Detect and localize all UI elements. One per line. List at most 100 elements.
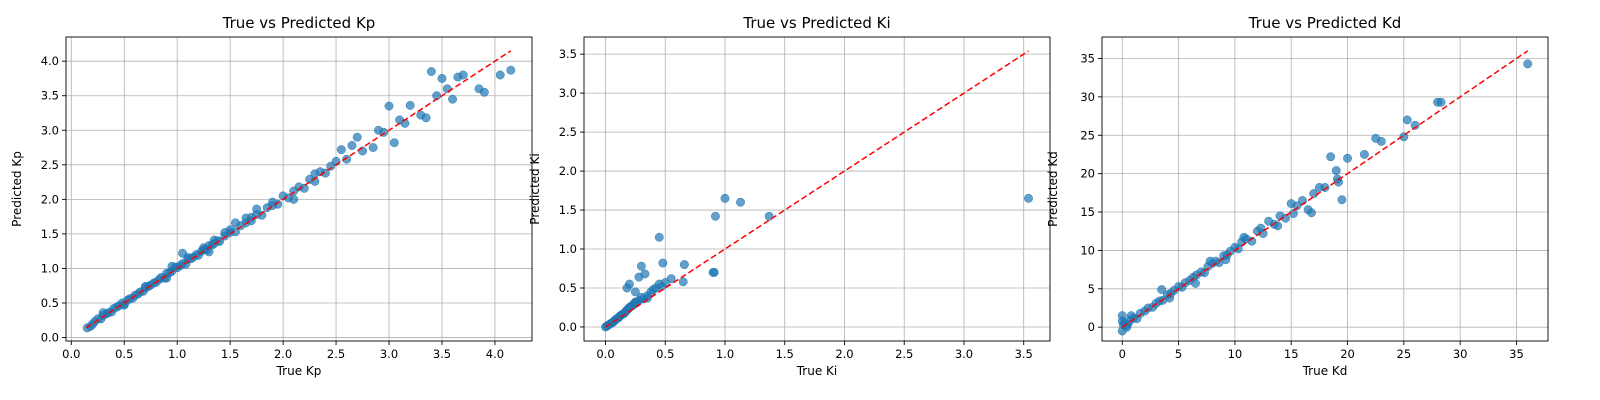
x-axis-label: True Ki <box>796 364 838 378</box>
data-point <box>1326 152 1336 162</box>
x-tick-label: 30 <box>1453 347 1468 361</box>
chart-title: True vs Predicted Kp <box>222 14 376 32</box>
data-point <box>1359 150 1369 159</box>
x-tick-label: 0.5 <box>115 347 133 361</box>
data-point <box>1402 115 1412 125</box>
data-point <box>347 141 357 150</box>
y-tick-label: 1.0 <box>41 261 59 275</box>
y-tick-label: 5 <box>1088 282 1095 296</box>
x-tick-label: 0.0 <box>62 347 80 361</box>
y-tick-label: 15 <box>1080 205 1095 219</box>
data-point <box>624 279 634 289</box>
scatter-points <box>601 193 1033 332</box>
data-point <box>1247 236 1257 246</box>
data-point <box>736 197 745 207</box>
data-point <box>1376 136 1386 146</box>
data-point <box>1410 120 1420 130</box>
data-point <box>352 132 362 142</box>
axes-frame <box>1101 36 1549 342</box>
x-tick-label: 25 <box>1397 347 1412 361</box>
data-point <box>640 269 650 279</box>
x-tick-label: 0 <box>1119 347 1126 361</box>
y-tick-label: 3.5 <box>559 47 577 61</box>
x-tick-label: 0.5 <box>656 347 674 361</box>
x-tick-label: 1.5 <box>221 347 239 361</box>
panel-kp: True vs Predicted Kp True Kp Predicted K… <box>10 14 533 378</box>
y-tick-label: 10 <box>1080 243 1095 257</box>
scatter-points <box>1117 59 1533 336</box>
data-point <box>630 287 640 297</box>
y-axis-label: Predicted Kp <box>10 151 24 227</box>
data-point <box>442 84 452 94</box>
x-tick-label: 1.5 <box>776 347 794 361</box>
data-point <box>437 74 447 83</box>
data-point <box>1205 256 1215 266</box>
x-tick-label: 20 <box>1340 347 1355 361</box>
identity-reference-line <box>605 50 1029 328</box>
data-point <box>1337 195 1347 205</box>
data-point <box>1523 59 1533 69</box>
data-point <box>1191 278 1200 288</box>
data-point <box>764 211 774 221</box>
data-point <box>448 94 458 104</box>
x-tick-label: 35 <box>1509 347 1524 361</box>
y-tick-label: 1.0 <box>559 242 577 256</box>
data-point <box>458 70 468 80</box>
data-point <box>1221 255 1231 265</box>
data-point <box>231 218 240 228</box>
x-tick-label: 5 <box>1175 347 1182 361</box>
y-tick-label: 3.5 <box>41 89 59 103</box>
data-point <box>178 248 187 258</box>
ticks: 0.0 0.5 1.0 1.5 2.0 2.5 3.0 3.5 4.0 0.0 0.5 1.0 1.5 2… <box>41 54 504 361</box>
data-point <box>1307 208 1316 218</box>
x-axis-label: True Kd <box>1302 364 1348 378</box>
y-tick-label: 1.5 <box>559 203 577 217</box>
data-point <box>368 143 378 152</box>
y-tick-label: 2.0 <box>41 192 59 206</box>
data-point <box>421 113 431 123</box>
x-tick-label: 15 <box>1284 347 1299 361</box>
data-point <box>257 210 267 220</box>
y-tick-label: 3.0 <box>559 86 577 100</box>
y-tick-label: 30 <box>1080 90 1095 104</box>
identity-reference-line <box>1121 50 1529 328</box>
data-point <box>342 154 352 164</box>
y-tick-label: 0.0 <box>41 331 59 345</box>
panel-kd: True vs Predicted Kd True Kd Predicted K… <box>1046 14 1549 378</box>
x-tick-label: 3.5 <box>433 347 451 361</box>
y-tick-label: 2.0 <box>559 164 577 178</box>
data-point <box>310 169 320 179</box>
y-axis-label: Predicted Kd <box>1046 151 1060 227</box>
data-point <box>321 168 330 178</box>
axes-frame <box>65 36 533 342</box>
panel-ki: True vs Predicted Ki True Ki Predicted K… <box>528 14 1051 378</box>
x-tick-label: 3.0 <box>955 347 973 361</box>
y-tick-label: 4.0 <box>41 54 59 68</box>
y-tick-label: 0.5 <box>41 296 59 310</box>
data-point <box>389 138 399 148</box>
y-tick-label: 35 <box>1080 51 1095 65</box>
x-tick-label: 2.5 <box>895 347 913 361</box>
x-tick-label: 2.0 <box>274 347 292 361</box>
x-tick-label: 4.0 <box>486 347 504 361</box>
data-point <box>252 204 262 214</box>
data-point <box>666 274 676 284</box>
data-point <box>710 211 720 221</box>
grid <box>584 37 1050 341</box>
grid <box>66 37 532 341</box>
data-point <box>495 70 505 80</box>
data-point <box>220 228 230 237</box>
data-point <box>679 260 689 270</box>
data-point <box>1239 232 1249 242</box>
data-point <box>1332 174 1342 184</box>
data-point <box>709 267 719 277</box>
ticks: 0.0 0.5 1.0 1.5 2.0 2.5 3.0 3.5 0.0 0.5 1.0 1.5 2.0 2… <box>559 47 1033 361</box>
y-tick-label: 3.0 <box>41 123 59 137</box>
data-point <box>506 65 516 75</box>
data-point <box>1126 311 1136 321</box>
data-point <box>426 67 436 76</box>
y-tick-label: 20 <box>1080 167 1095 181</box>
x-tick-label: 2.0 <box>835 347 853 361</box>
identity-reference-line <box>85 50 512 329</box>
data-point <box>384 101 394 111</box>
